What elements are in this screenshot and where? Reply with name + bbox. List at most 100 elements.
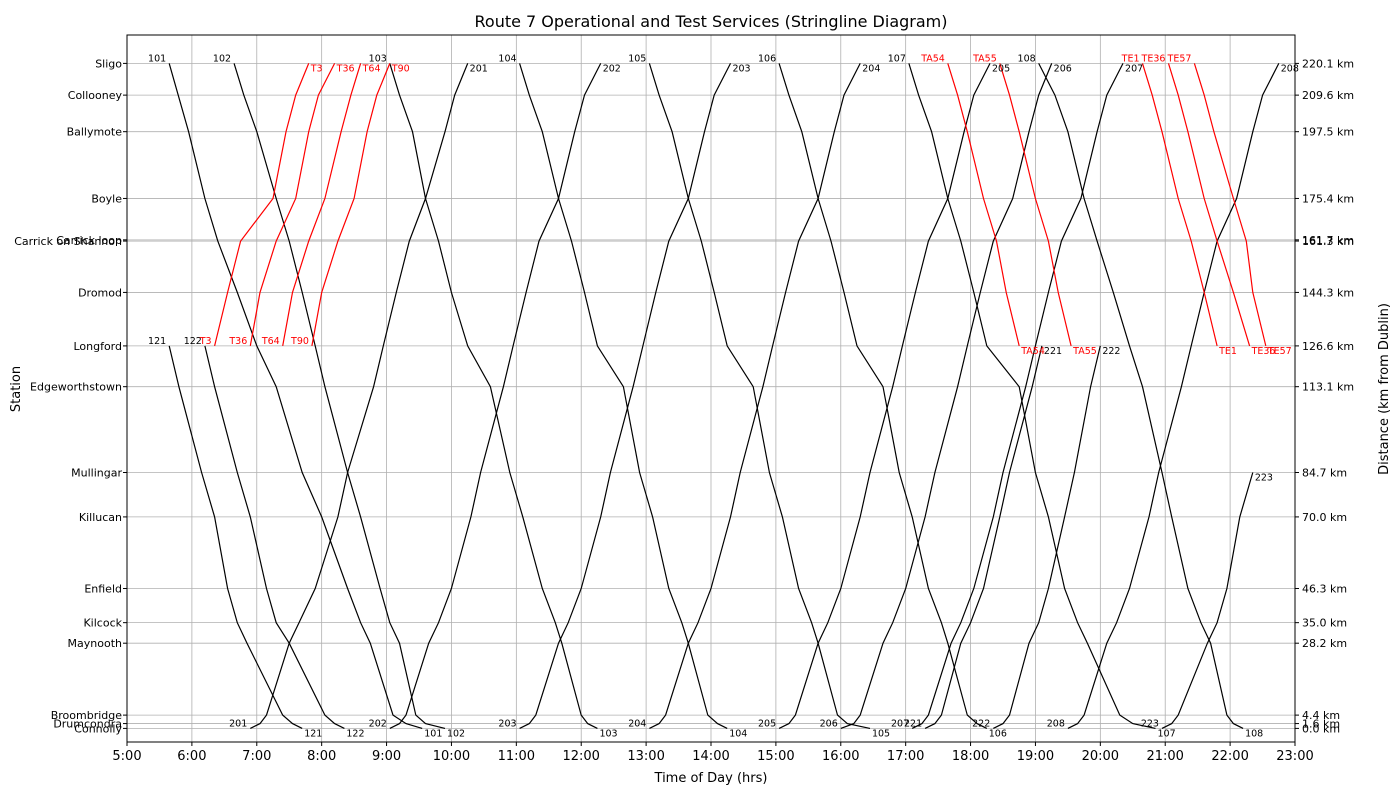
distance-label: 46.3 km <box>1302 583 1347 596</box>
train-label-end: 208 <box>1281 63 1299 74</box>
train-path-201 <box>250 63 469 729</box>
train-paths <box>168 63 1280 729</box>
distance-label: 144.3 km <box>1302 286 1354 299</box>
train-label-start: 222 <box>972 718 990 729</box>
x-tick-label: 20:00 <box>1082 749 1119 764</box>
train-label-end: 105 <box>872 728 890 739</box>
train-label-end: 122 <box>346 728 364 739</box>
train-label-start: 107 <box>888 53 906 64</box>
train-path-121 <box>168 345 303 729</box>
x-tick-label: 19:00 <box>1017 749 1054 764</box>
train-path-122 <box>204 345 345 729</box>
train-label-end: TE1 <box>1218 346 1237 357</box>
train-label-end: 206 <box>1054 63 1072 74</box>
distance-label: 1.6 km <box>1302 718 1340 731</box>
train-label-end: T64 <box>362 63 381 74</box>
train-label-start: 208 <box>1047 718 1065 729</box>
station-label: Maynooth <box>68 637 122 650</box>
distance-label: 35.0 km <box>1302 617 1347 630</box>
station-label: Ballymote <box>67 126 123 139</box>
train-label-start: 103 <box>369 53 387 64</box>
train-label-start: 205 <box>758 718 776 729</box>
y-axis-stations: Sligo Collooney Ballymote Boyle Carrick loop… <box>14 57 127 735</box>
train-path-208 <box>1067 63 1280 729</box>
train-label-start: 102 <box>213 53 231 64</box>
train-label-end: 103 <box>599 728 617 739</box>
train-label-start: 207 <box>891 718 909 729</box>
station-label: Dromod <box>78 286 122 299</box>
distance-label: 220.1 km <box>1302 57 1354 70</box>
train-label-start: TE36 <box>1141 53 1166 64</box>
x-tick-label: 16:00 <box>822 749 859 764</box>
train-path-TA55 <box>999 63 1072 347</box>
train-path-223 <box>1161 472 1254 729</box>
train-path-205 <box>778 63 991 729</box>
train-label-end: 104 <box>729 728 747 739</box>
station-label: Longford <box>73 340 122 353</box>
x-tick-label: 6:00 <box>177 749 206 764</box>
distance-label: 0.0 km <box>1302 722 1340 735</box>
distance-label: 175.4 km <box>1302 192 1354 205</box>
train-label-end: 121 <box>304 728 322 739</box>
train-path-T3 <box>214 63 310 347</box>
train-path-107 <box>908 63 1156 729</box>
distance-label: 161.7 km <box>1302 234 1354 247</box>
x-tick-label: 22:00 <box>1211 749 1248 764</box>
train-path-TE1 <box>1141 63 1218 347</box>
train-label-end: 222 <box>1102 346 1120 357</box>
x-tick-label: 21:00 <box>1146 749 1183 764</box>
x-tick-label: 18:00 <box>952 749 989 764</box>
distance-label: 197.5 km <box>1302 126 1354 139</box>
station-label: Sligo <box>95 57 122 70</box>
train-label-start: 203 <box>498 718 516 729</box>
station-label: Kilcock <box>83 617 122 630</box>
train-label-start: T90 <box>290 336 309 347</box>
station-label: Collooney <box>68 89 123 102</box>
x-tick-label: 11:00 <box>498 749 535 764</box>
train-label-end: 202 <box>603 63 621 74</box>
train-path-204 <box>649 63 861 729</box>
train-label-start: 204 <box>628 718 646 729</box>
train-label-end: 201 <box>470 63 488 74</box>
station-label: Edgeworthstown <box>30 381 122 394</box>
train-label-start: 223 <box>1141 718 1159 729</box>
train-path-104 <box>519 63 728 729</box>
train-label-end: 101 <box>424 728 442 739</box>
train-path-T64 <box>282 63 362 347</box>
train-label-start: 122 <box>184 336 202 347</box>
x-axis-ticks: 5:00 6:00 7:00 8:00 9:00 10:00 11:00 12:00 13:00… <box>112 742 1314 764</box>
train-label-end: 203 <box>732 63 750 74</box>
train-path-202 <box>389 63 602 729</box>
x-tick-label: 15:00 <box>757 749 794 764</box>
y-axis-distances: 220.1 km 209.6 km 197.5 km 175.4 km 161.7 km… <box>1295 57 1354 735</box>
distance-label: 4.4 km <box>1302 709 1340 722</box>
grid-lines <box>126 35 1296 742</box>
train-label-end: TA54 <box>1020 346 1045 357</box>
train-label-start: 221 <box>904 718 922 729</box>
train-path-105 <box>648 63 871 729</box>
train-label-end: 204 <box>862 63 880 74</box>
y-axis-label-right: Distance (km from Dublin) <box>1377 303 1392 475</box>
distance-label: 113.1 km <box>1302 381 1354 394</box>
x-tick-label: 9:00 <box>372 749 401 764</box>
x-tick-label: 14:00 <box>692 749 729 764</box>
train-path-TA54 <box>947 63 1020 347</box>
train-label-end: 223 <box>1255 472 1273 483</box>
train-path-203 <box>519 63 732 729</box>
x-tick-label: 10:00 <box>433 749 470 764</box>
train-label-start: 101 <box>148 53 166 64</box>
train-label-end: 102 <box>447 728 465 739</box>
train-label-end: 108 <box>1245 728 1263 739</box>
train-path-T90 <box>311 63 391 347</box>
train-label-start: TE57 <box>1167 53 1192 64</box>
station-label: Enfield <box>84 583 122 596</box>
distance-label: 126.6 km <box>1302 340 1354 353</box>
train-path-207 <box>911 63 1124 729</box>
y-axis-label-left: Station <box>9 366 24 412</box>
train-label-start: T64 <box>261 336 280 347</box>
train-path-108 <box>1038 63 1244 729</box>
station-label: Carrick on Shannon <box>14 235 122 248</box>
x-tick-label: 13:00 <box>627 749 664 764</box>
train-path-101 <box>168 63 423 729</box>
